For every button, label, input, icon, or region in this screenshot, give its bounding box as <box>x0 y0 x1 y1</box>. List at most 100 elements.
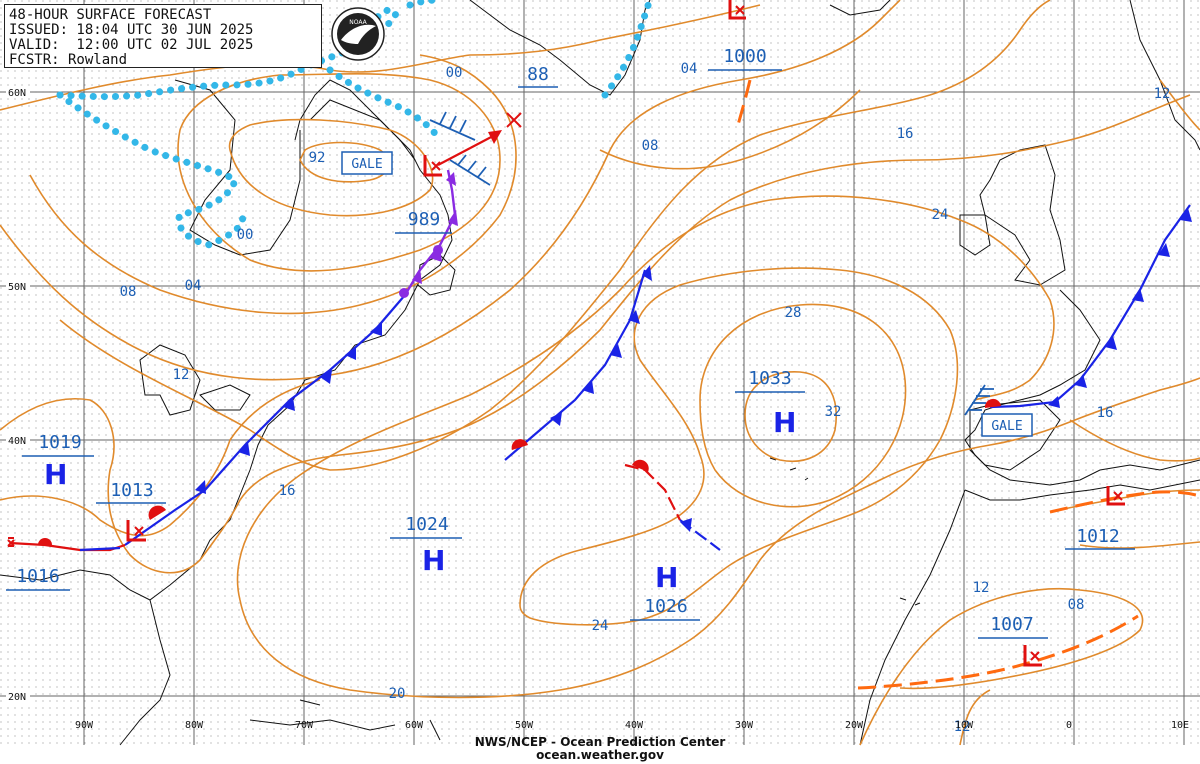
svg-text:70W: 70W <box>295 720 314 731</box>
occluded-front <box>399 169 458 298</box>
low-L1013 <box>126 520 146 542</box>
svg-text:24: 24 <box>932 207 949 223</box>
svg-text:12: 12 <box>1154 86 1171 102</box>
svg-text:80W: 80W <box>185 720 204 731</box>
pressure-values: 1019 1013 1016 1024 1026 1033 989 1000 1… <box>16 46 1119 635</box>
canary-islands <box>899 597 921 606</box>
svg-text:16: 16 <box>279 483 296 499</box>
svg-text:28: 28 <box>785 305 802 321</box>
svg-text:GALE: GALE <box>991 419 1022 434</box>
svg-text:12: 12 <box>954 719 971 735</box>
footer-website: ocean.weather.gov <box>536 748 664 762</box>
pressure-1016: 1016 <box>16 566 59 587</box>
svg-text:60N: 60N <box>8 88 26 99</box>
svg-text:GALE: GALE <box>351 157 382 172</box>
svg-text:92: 92 <box>309 150 326 166</box>
pressure-1019: 1019 <box>38 432 81 453</box>
great-lakes <box>139 344 251 416</box>
forecast-position-x <box>506 112 522 128</box>
north-africa <box>859 479 1200 746</box>
svg-text:60W: 60W <box>405 720 424 731</box>
forecast-header-box: 48-HOUR SURFACE FORECAST ISSUED: 18:04 U… <box>4 4 322 68</box>
svg-text:08: 08 <box>120 284 137 300</box>
svg-text:16: 16 <box>897 126 914 142</box>
header-title: 48-HOUR SURFACE FORECAST <box>9 7 212 23</box>
svg-text:04: 04 <box>185 278 202 294</box>
noaa-logo: NOAA <box>331 7 385 61</box>
high-H1024-letter: H <box>422 544 445 577</box>
high-H1026-letter: H <box>655 561 678 594</box>
low-L1012 <box>1106 486 1125 506</box>
header-valid: VALID: 12:00 UTC 02 JUL 2025 <box>9 37 254 53</box>
svg-text:00: 00 <box>446 65 463 81</box>
pressure-1026: 1026 <box>644 596 687 617</box>
low-L989 <box>423 155 442 177</box>
pressure-1012: 1012 <box>1076 526 1119 547</box>
pressure-1024: 1024 <box>405 514 448 535</box>
noaa-logo-text: NOAA <box>349 19 367 26</box>
gale-warning-iberia: GALE <box>981 413 1033 437</box>
isobar-labels: 00 04 08 12 16 20 24 28 32 92 00 04 08 1… <box>120 61 1171 735</box>
pressure-88: 88 <box>527 64 549 85</box>
wind-barbs <box>429 111 994 416</box>
pressure-1013: 1013 <box>110 480 153 501</box>
iceland <box>829 0 891 16</box>
svg-text:90W: 90W <box>75 720 94 731</box>
high-letters: H H H H <box>44 406 796 594</box>
gale-warning-newfoundland: GALE <box>341 151 393 175</box>
troughs <box>736 79 1200 690</box>
scandinavia <box>1129 0 1200 151</box>
svg-text:20N: 20N <box>8 692 26 703</box>
warm-front-west <box>9 505 166 552</box>
cold-front-mid-atlantic <box>504 265 652 461</box>
hudson-bay <box>174 79 301 256</box>
high-H1033-letter: H <box>773 406 796 439</box>
svg-text:08: 08 <box>642 138 659 154</box>
low-L1007 <box>1023 645 1042 667</box>
footer-agency: NWS/NCEP - Ocean Prediction Center <box>474 735 726 749</box>
labrador <box>309 99 416 161</box>
pressure-1033: 1033 <box>748 368 791 389</box>
svg-text:40W: 40W <box>625 720 644 731</box>
svg-text:10E: 10E <box>1171 720 1189 731</box>
cold-front-main <box>124 294 406 546</box>
svg-text:30W: 30W <box>735 720 754 731</box>
stationary-front-central <box>624 459 721 551</box>
svg-text:24: 24 <box>592 618 609 634</box>
svg-text:10W: 10W <box>955 720 974 731</box>
svg-text:50W: 50W <box>515 720 534 731</box>
latitude-labels: 60N 50N 40N 20N <box>6 86 30 703</box>
svg-text:04: 04 <box>681 61 698 77</box>
low-centers <box>7 0 1125 667</box>
british-isles <box>959 144 1066 286</box>
svg-text:16: 16 <box>1097 405 1114 421</box>
svg-text:12: 12 <box>173 367 190 383</box>
pressure-989: 989 <box>408 209 441 230</box>
low-L1016 <box>7 537 15 547</box>
caribbean <box>249 699 441 741</box>
cold-front-europe <box>984 204 1192 409</box>
pressure-underlines <box>6 69 1135 639</box>
greenland <box>469 0 651 96</box>
iberia <box>969 399 1061 471</box>
storm-motion-vector <box>437 130 502 166</box>
svg-text:20W: 20W <box>845 720 864 731</box>
svg-text:12: 12 <box>973 580 990 596</box>
svg-text:50N: 50N <box>8 282 26 293</box>
header-forecaster: FCSTR: Rowland <box>9 52 128 68</box>
longitude-labels: 90W 80W 70W 60W 50W 40W 30W 20W 10W 0 10… <box>75 720 1189 731</box>
low-L1000 <box>728 0 746 20</box>
pressure-1007: 1007 <box>990 614 1033 635</box>
svg-text:00: 00 <box>237 227 254 243</box>
high-H1019-letter: H <box>44 458 67 491</box>
svg-text:20: 20 <box>389 686 406 702</box>
gulf-coast <box>0 569 151 601</box>
svg-text:08: 08 <box>1068 597 1085 613</box>
azores <box>769 457 809 481</box>
pressure-1000: 1000 <box>723 46 766 67</box>
header-issued: ISSUED: 18:04 UTC 30 JUN 2025 <box>9 22 254 38</box>
svg-text:32: 32 <box>825 404 842 420</box>
lat-lon-grid <box>0 0 1200 745</box>
svg-text:0: 0 <box>1066 720 1072 731</box>
